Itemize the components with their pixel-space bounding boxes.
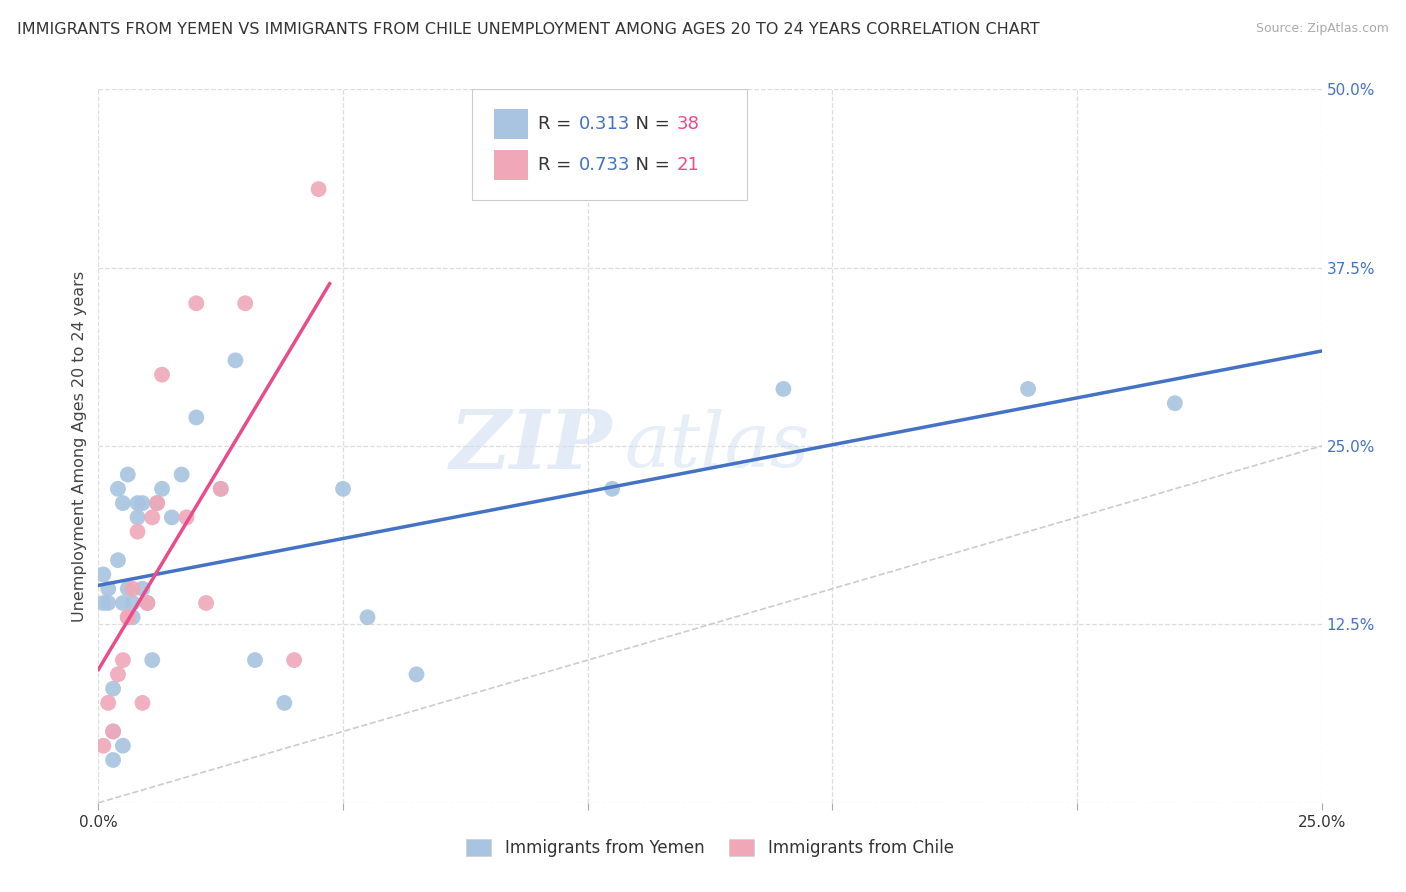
- Point: [600, 482, 623, 496]
- Point: [160, 510, 183, 524]
- Point: [141, 510, 163, 524]
- Point: [772, 382, 794, 396]
- Text: 0.313: 0.313: [579, 115, 630, 133]
- Point: [101, 724, 124, 739]
- Point: [273, 696, 295, 710]
- Point: [224, 353, 246, 368]
- Point: [308, 182, 330, 196]
- Point: [91, 567, 114, 582]
- Point: [136, 596, 159, 610]
- Point: [186, 296, 208, 310]
- Point: [117, 610, 139, 624]
- Point: [131, 696, 153, 710]
- Text: ZIP: ZIP: [450, 406, 612, 486]
- Point: [332, 482, 354, 496]
- Point: [127, 524, 149, 539]
- Point: [101, 753, 124, 767]
- FancyBboxPatch shape: [494, 109, 527, 139]
- Point: [117, 610, 139, 624]
- Point: [101, 681, 124, 696]
- Point: [111, 496, 134, 510]
- Point: [111, 596, 134, 610]
- Point: [97, 696, 120, 710]
- FancyBboxPatch shape: [494, 150, 527, 180]
- Point: [111, 653, 134, 667]
- Point: [170, 467, 193, 482]
- Point: [141, 653, 163, 667]
- Point: [1164, 396, 1187, 410]
- Point: [186, 410, 208, 425]
- Point: [121, 582, 143, 596]
- Point: [146, 496, 169, 510]
- Text: 0.733: 0.733: [579, 156, 631, 174]
- Legend: Immigrants from Yemen, Immigrants from Chile: Immigrants from Yemen, Immigrants from C…: [458, 831, 962, 866]
- Point: [97, 582, 120, 596]
- Point: [107, 482, 129, 496]
- Point: [131, 496, 153, 510]
- Point: [150, 482, 173, 496]
- Point: [117, 582, 139, 596]
- Point: [356, 610, 378, 624]
- Point: [107, 667, 129, 681]
- Point: [127, 510, 149, 524]
- Point: [209, 482, 232, 496]
- Point: [195, 596, 218, 610]
- Point: [243, 653, 266, 667]
- Point: [209, 482, 232, 496]
- FancyBboxPatch shape: [471, 89, 747, 200]
- Point: [107, 553, 129, 567]
- Point: [91, 596, 114, 610]
- Text: R =: R =: [537, 115, 576, 133]
- Y-axis label: Unemployment Among Ages 20 to 24 years: Unemployment Among Ages 20 to 24 years: [72, 270, 87, 622]
- Point: [111, 739, 134, 753]
- Point: [405, 667, 427, 681]
- Point: [121, 596, 143, 610]
- Point: [283, 653, 305, 667]
- Point: [233, 296, 256, 310]
- Text: R =: R =: [537, 156, 576, 174]
- Text: N =: N =: [624, 115, 676, 133]
- Text: Source: ZipAtlas.com: Source: ZipAtlas.com: [1256, 22, 1389, 36]
- Point: [150, 368, 173, 382]
- Point: [101, 724, 124, 739]
- Point: [131, 582, 153, 596]
- Point: [97, 596, 120, 610]
- Point: [117, 467, 139, 482]
- Point: [127, 496, 149, 510]
- Point: [121, 610, 143, 624]
- Point: [136, 596, 159, 610]
- Text: 21: 21: [678, 156, 700, 174]
- Point: [176, 510, 198, 524]
- Text: N =: N =: [624, 156, 676, 174]
- Text: IMMIGRANTS FROM YEMEN VS IMMIGRANTS FROM CHILE UNEMPLOYMENT AMONG AGES 20 TO 24 : IMMIGRANTS FROM YEMEN VS IMMIGRANTS FROM…: [17, 22, 1039, 37]
- Point: [91, 739, 114, 753]
- Point: [1017, 382, 1039, 396]
- Text: atlas: atlas: [624, 409, 810, 483]
- Text: 38: 38: [678, 115, 700, 133]
- Point: [146, 496, 169, 510]
